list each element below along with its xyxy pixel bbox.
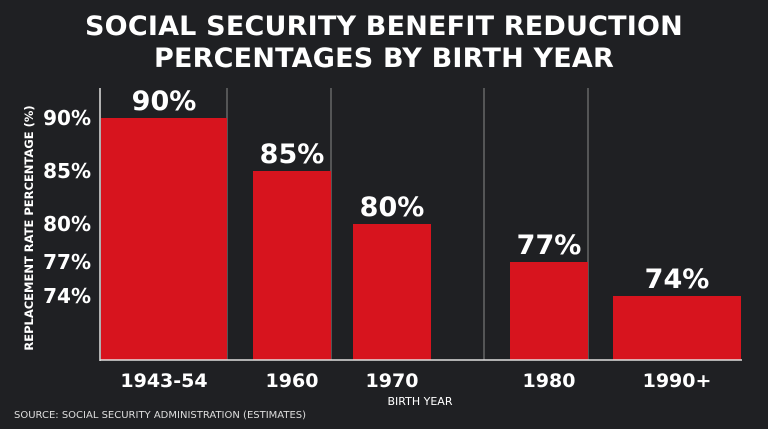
chart-title-line-2: PERCENTAGES BY BIRTH YEAR [154, 43, 614, 74]
y-tick-label: 90% [43, 106, 91, 130]
y-tick-label: 77% [43, 250, 91, 274]
y-axis-label: REPLACEMENT RATE PERCENTAGE (%) [22, 105, 36, 350]
data-label: 77% [517, 230, 582, 261]
y-tick-label: 85% [43, 159, 91, 183]
bar-1980 [510, 262, 588, 360]
bar-1943-54 [101, 118, 227, 360]
bar-1960 [253, 171, 331, 360]
chart-title-line-1: SOCIAL SECURITY BENEFIT REDUCTION [85, 11, 683, 42]
y-tick-label: 74% [43, 284, 91, 308]
x-tick-label: 1990+ [643, 370, 712, 392]
data-label: 90% [132, 86, 197, 117]
y-tick-label: 80% [43, 212, 91, 236]
bar-1990+ [613, 296, 741, 360]
source-note: SOURCE: SOCIAL SECURITY ADMINISTRATION (… [14, 410, 307, 421]
data-label: 85% [260, 139, 325, 170]
x-tick-label: 1980 [523, 370, 576, 392]
x-tick-label: 1943-54 [120, 370, 207, 392]
data-label: 80% [360, 192, 425, 223]
x-tick-label: 1960 [266, 370, 319, 392]
x-axis-label: BIRTH YEAR [388, 395, 453, 408]
data-label: 74% [645, 264, 710, 295]
x-tick-label: 1970 [366, 370, 419, 392]
bar-1970 [353, 224, 431, 360]
